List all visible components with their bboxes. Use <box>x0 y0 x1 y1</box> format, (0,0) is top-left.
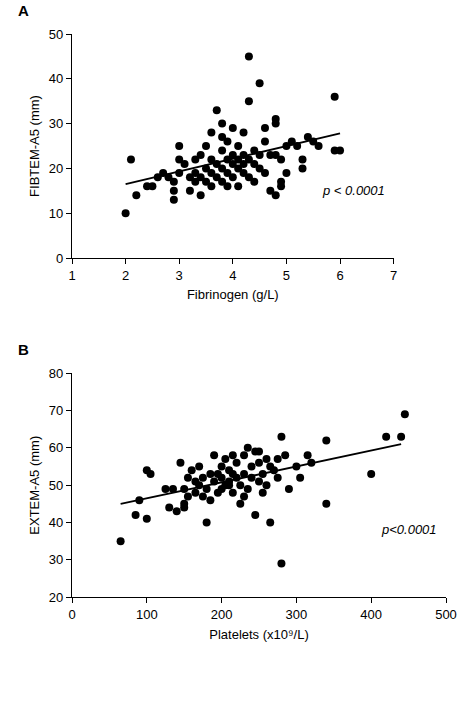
svg-text:400: 400 <box>360 607 382 622</box>
svg-text:300: 300 <box>286 607 308 622</box>
svg-text:30: 30 <box>49 552 63 567</box>
svg-text:200: 200 <box>211 607 233 622</box>
svg-text:Platelets (x10⁹/L): Platelets (x10⁹/L) <box>209 627 309 642</box>
svg-text:4: 4 <box>229 268 236 283</box>
svg-text:60: 60 <box>49 440 63 455</box>
svg-text:5: 5 <box>283 268 290 283</box>
svg-text:2: 2 <box>122 268 129 283</box>
svg-text:p < 0.0001: p < 0.0001 <box>322 183 385 198</box>
svg-text:20: 20 <box>49 590 63 605</box>
svg-text:50: 50 <box>49 478 63 493</box>
svg-text:40: 40 <box>49 515 63 530</box>
svg-text:3: 3 <box>176 268 183 283</box>
svg-text:500: 500 <box>435 607 457 622</box>
svg-text:0: 0 <box>68 607 75 622</box>
svg-text:40: 40 <box>49 71 63 86</box>
svg-text:70: 70 <box>49 403 63 418</box>
svg-text:100: 100 <box>136 607 158 622</box>
svg-text:7: 7 <box>390 268 397 283</box>
svg-text:A: A <box>18 2 29 19</box>
svg-text:B: B <box>18 341 29 358</box>
svg-text:80: 80 <box>49 366 63 381</box>
svg-text:0: 0 <box>56 251 63 266</box>
svg-text:FIBTEM-A5 (mm): FIBTEM-A5 (mm) <box>27 95 42 197</box>
svg-text:10: 10 <box>49 206 63 221</box>
svg-text:20: 20 <box>49 161 63 176</box>
svg-text:6: 6 <box>336 268 343 283</box>
svg-text:Fibrinogen (g/L): Fibrinogen (g/L) <box>187 287 279 302</box>
svg-text:p<0.0001: p<0.0001 <box>381 522 437 537</box>
svg-text:30: 30 <box>49 116 63 131</box>
svg-text:50: 50 <box>49 27 63 42</box>
svg-text:EXTEM-A5 (mm): EXTEM-A5 (mm) <box>27 436 42 535</box>
svg-text:1: 1 <box>68 268 75 283</box>
